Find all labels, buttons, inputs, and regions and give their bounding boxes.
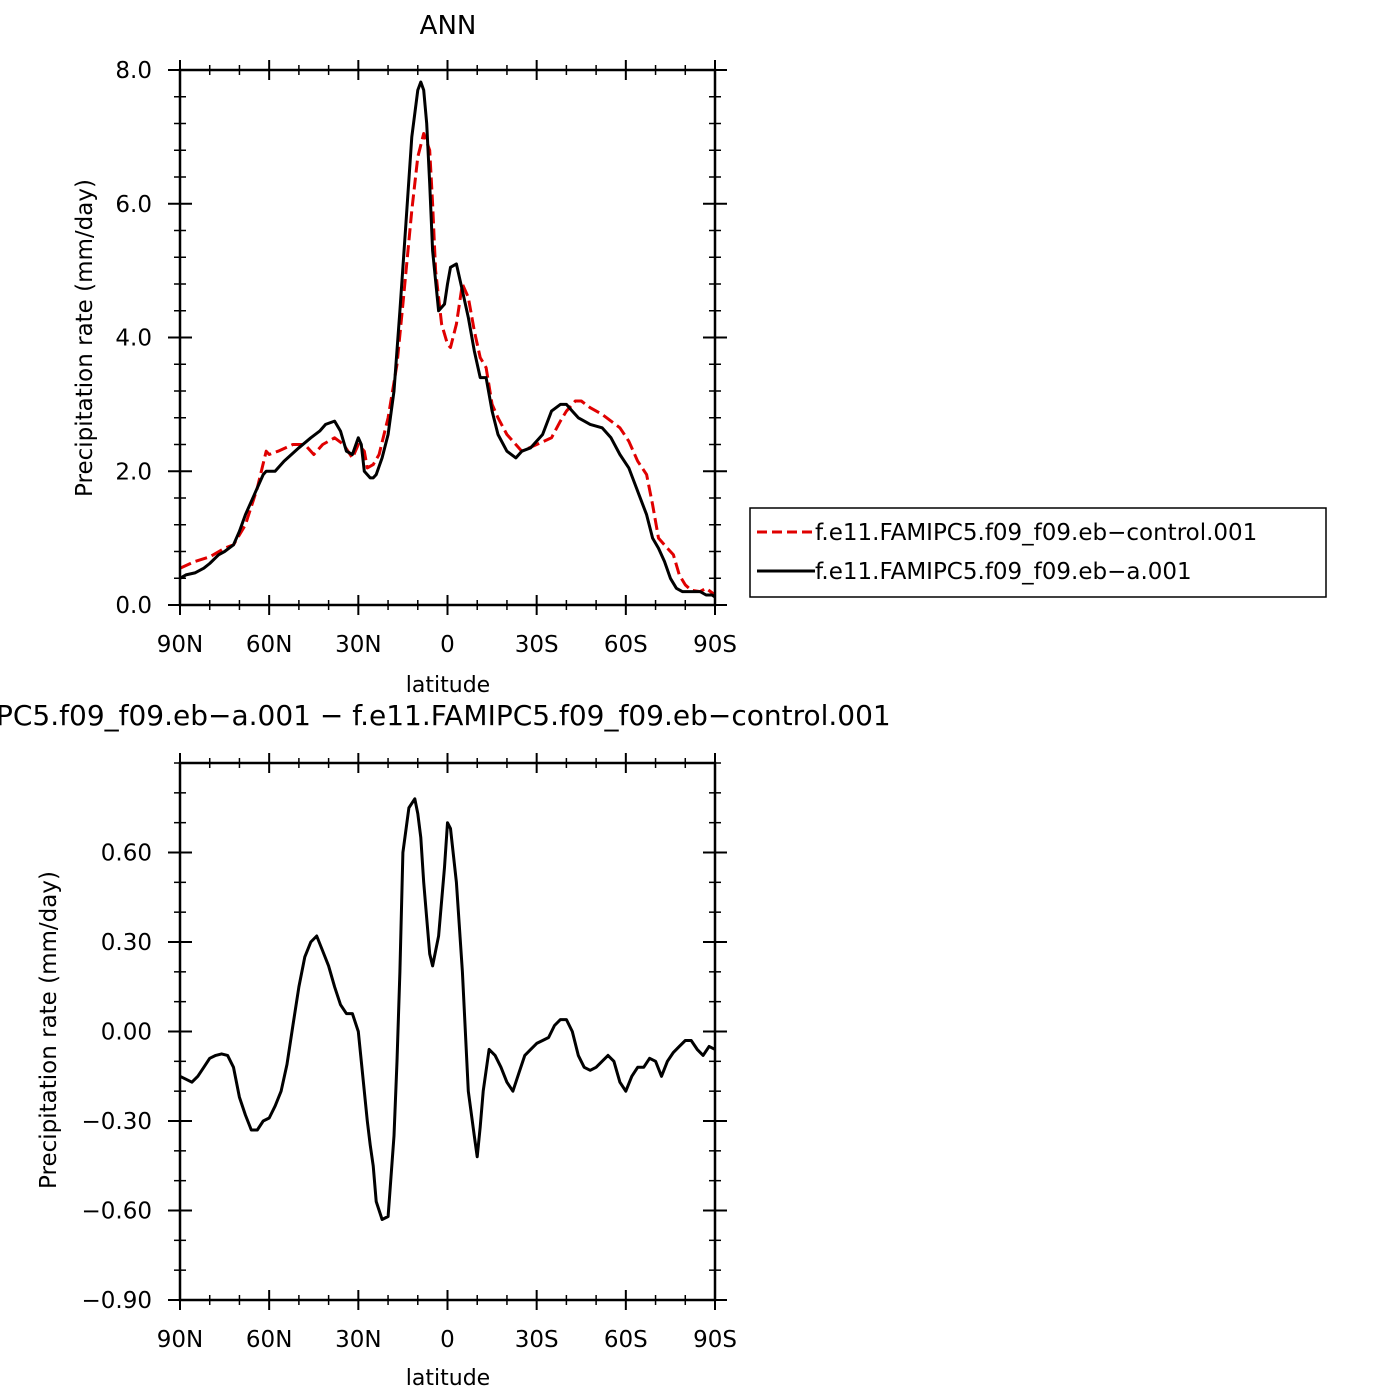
x-tick-label: 30S — [515, 632, 559, 658]
legend: f.e11.FAMIPC5.f09_f09.eb−control.001 f.e… — [749, 507, 1327, 598]
y-tick-label: 8.0 — [115, 58, 152, 84]
plot-frame — [178, 68, 717, 607]
x-tick-label: 90N — [157, 632, 203, 658]
series-line-first — [179, 797, 716, 1221]
y-axis-label: Precipitation rate (mm/day) — [72, 179, 98, 497]
x-tick-label: 60N — [246, 1327, 292, 1353]
x-tick-label: 90N — [157, 1327, 203, 1353]
series-line-second — [179, 80, 716, 599]
y-tick-label: 0.30 — [101, 930, 152, 956]
tick-layer — [168, 60, 727, 615]
legend-box — [749, 507, 1327, 598]
chart-title: ANN — [420, 11, 477, 41]
y-tick-label: 2.0 — [115, 459, 152, 485]
chart-panel-top: ANN 90N 60N 30N 0 30S 60S 90S 0.0 2.0 4.0 6.0 8.0 l… — [72, 11, 737, 698]
y-tick-label: 6.0 — [115, 192, 152, 218]
series-layer — [179, 80, 716, 599]
x-tick-label: 30N — [335, 632, 381, 658]
tick-label-layer: 90N 60N 30N 0 30S 60S 90S 0.0 2.0 4.0 6.0 8.0 — [115, 58, 737, 658]
x-tick-label: 90S — [693, 1327, 737, 1353]
x-tick-label: 0 — [440, 632, 455, 658]
y-tick-label: 0.60 — [101, 841, 152, 867]
y-axis-label: Precipitation rate (mm/day) — [36, 871, 62, 1189]
x-tick-label: 30S — [515, 1327, 559, 1353]
y-tick-label: 0.00 — [101, 1020, 152, 1046]
tick-label-layer: 90N 60N 30N 0 30S 60S 90S −0.90 −0.60 −0.30 0.00 0.… — [82, 841, 737, 1354]
legend-label-a: f.e11.FAMIPC5.f09_f09.eb−a.001 — [815, 559, 1192, 585]
y-tick-label: −0.30 — [82, 1109, 152, 1135]
y-tick-label: −0.90 — [82, 1288, 152, 1314]
x-axis-label: latitude — [406, 1366, 490, 1391]
series-layer — [179, 797, 716, 1221]
series-line-first — [179, 132, 716, 597]
x-tick-label: 0 — [440, 1327, 455, 1353]
y-tick-label: −0.60 — [82, 1199, 152, 1225]
x-axis-label: latitude — [406, 673, 490, 698]
plot-frame — [178, 761, 717, 1302]
x-tick-label: 60S — [604, 632, 648, 658]
y-tick-label: 4.0 — [115, 326, 152, 352]
x-tick-label: 60N — [246, 632, 292, 658]
x-tick-label: 60S — [604, 1327, 648, 1353]
y-tick-label: 0.0 — [115, 593, 152, 619]
legend-label-control: f.e11.FAMIPC5.f09_f09.eb−control.001 — [815, 520, 1257, 546]
chart-title-difference: PC5.f09_f09.eb−a.001 − f.e11.FAMIPC5.f09… — [0, 699, 891, 732]
x-tick-label: 30N — [335, 1327, 381, 1353]
chart-panel-bottom: PC5.f09_f09.eb−a.001 − f.e11.FAMIPC5.f09… — [0, 699, 891, 1391]
x-tick-label: 90S — [693, 632, 737, 658]
